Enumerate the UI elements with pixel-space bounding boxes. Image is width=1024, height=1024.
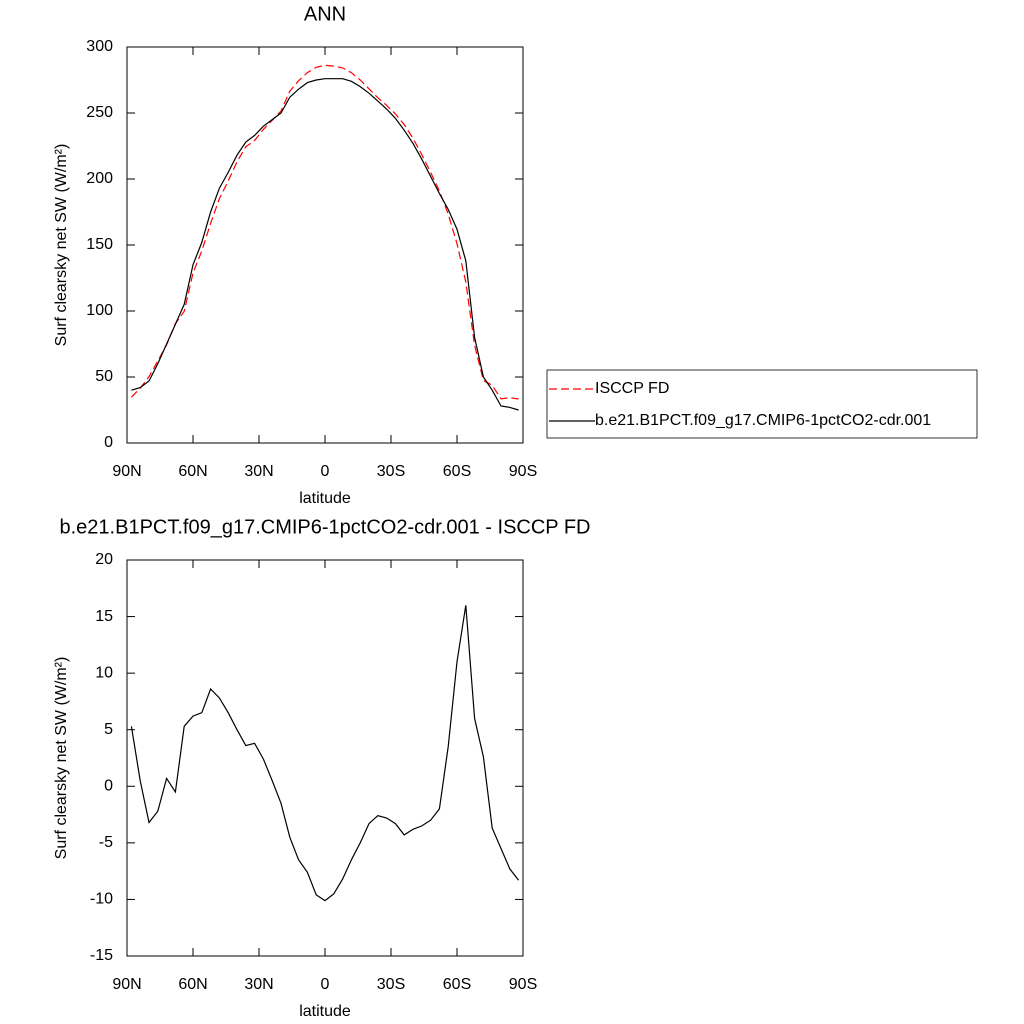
y-tick-label: -15 [90, 947, 113, 964]
y-tick-label: 300 [86, 38, 113, 55]
x-tick-label: 0 [321, 976, 330, 993]
x-tick-label: 60S [443, 463, 471, 480]
y-tick-label: 0 [104, 778, 113, 795]
chart-title: ANN [304, 3, 346, 25]
y-tick-label: 0 [104, 434, 113, 451]
x-tick-label: 90S [509, 976, 537, 993]
data-line [131, 78, 519, 411]
legend-label: ISCCP FD [595, 380, 669, 397]
chart-title: b.e21.B1PCT.f09_g17.CMIP6-1pctCO2-cdr.00… [60, 516, 591, 538]
y-tick-label: 100 [86, 302, 113, 319]
y-tick-label: 250 [86, 104, 113, 121]
x-tick-label: 30S [377, 976, 405, 993]
y-tick-label: 150 [86, 236, 113, 253]
legend-box [546, 369, 978, 439]
x-tick-label: 30N [244, 463, 273, 480]
x-axis-label: latitude [299, 1003, 351, 1020]
y-tick-label: -10 [90, 891, 113, 908]
x-axis-label: latitude [299, 490, 351, 507]
x-tick-label: 90N [112, 976, 141, 993]
x-tick-label: 60S [443, 976, 471, 993]
y-tick-label: 50 [95, 368, 113, 385]
legend-label: b.e21.B1PCT.f09_g17.CMIP6-1pctCO2-cdr.00… [595, 412, 931, 429]
y-tick-label: 20 [95, 551, 113, 568]
x-tick-label: 30N [244, 976, 273, 993]
y-tick-label: 10 [95, 664, 113, 681]
y-tick-label: -5 [99, 834, 113, 851]
data-line [130, 605, 520, 902]
y-tick-label: 200 [86, 170, 113, 187]
y-tick-label: 15 [95, 608, 113, 625]
x-tick-label: 90S [509, 463, 537, 480]
x-tick-label: 60N [178, 463, 207, 480]
data-line [130, 64, 519, 400]
x-tick-label: 0 [321, 463, 330, 480]
x-tick-label: 60N [178, 976, 207, 993]
x-tick-label: 30S [377, 463, 405, 480]
plot-frame [126, 46, 524, 444]
x-tick-label: 90N [112, 463, 141, 480]
y-tick-label: 5 [104, 721, 113, 738]
y-axis-label: Surf clearsky net SW (W/m²) [53, 144, 70, 347]
y-axis-label: Surf clearsky net SW (W/m²) [53, 657, 70, 860]
